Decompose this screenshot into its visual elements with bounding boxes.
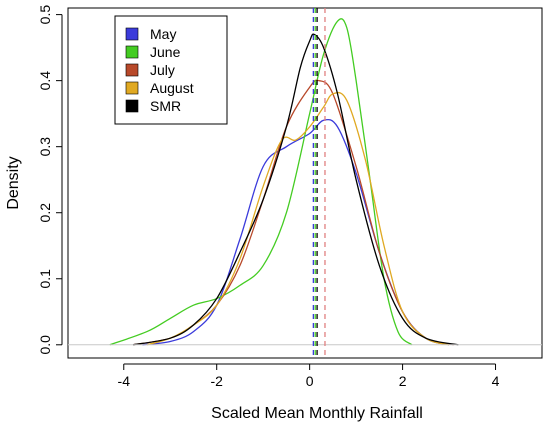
series-line-june	[109, 18, 413, 346]
legend-label-may: May	[150, 26, 176, 42]
x-tick-label: -4	[118, 373, 131, 389]
legend-swatch-smr	[125, 99, 139, 113]
legend-label-smr: SMR	[150, 98, 181, 114]
y-axis-title: Density	[5, 156, 22, 209]
legend-swatch-july	[125, 63, 139, 77]
y-tick-label: 0.3	[37, 137, 53, 157]
y-tick-label: 0.4	[37, 71, 53, 91]
density-curves	[68, 18, 542, 346]
legend: May June July August SMR	[114, 15, 228, 125]
legend-swatch-august	[125, 81, 139, 95]
x-tick-label: 4	[492, 373, 500, 389]
legend-label-july: July	[150, 62, 175, 78]
x-tick-label: 2	[399, 373, 407, 389]
plot-frame	[67, 7, 543, 359]
x-tick-label: -2	[210, 373, 223, 389]
series-line-august	[146, 91, 450, 346]
x-axis: -4 -2 0 2 4	[118, 363, 500, 389]
y-tick-label: 0.0	[37, 335, 53, 355]
y-axis: 0.0 0.1 0.2 0.3 0.4 0.5	[37, 5, 63, 355]
legend-label-june: June	[150, 44, 181, 60]
series-line-may	[142, 118, 450, 346]
legend-swatch-may	[125, 27, 139, 41]
legend-label-august: August	[150, 80, 194, 96]
legend-swatch-june	[125, 45, 139, 59]
y-tick-label: 0.2	[37, 203, 53, 223]
y-tick-label: 0.5	[37, 5, 53, 25]
y-tick-label: 0.1	[37, 269, 53, 289]
series-line-smr	[132, 33, 459, 346]
x-axis-title: Scaled Mean Monthly Rainfall	[211, 405, 423, 422]
mean-lines	[312, 8, 326, 358]
x-tick-label: 0	[306, 373, 314, 389]
